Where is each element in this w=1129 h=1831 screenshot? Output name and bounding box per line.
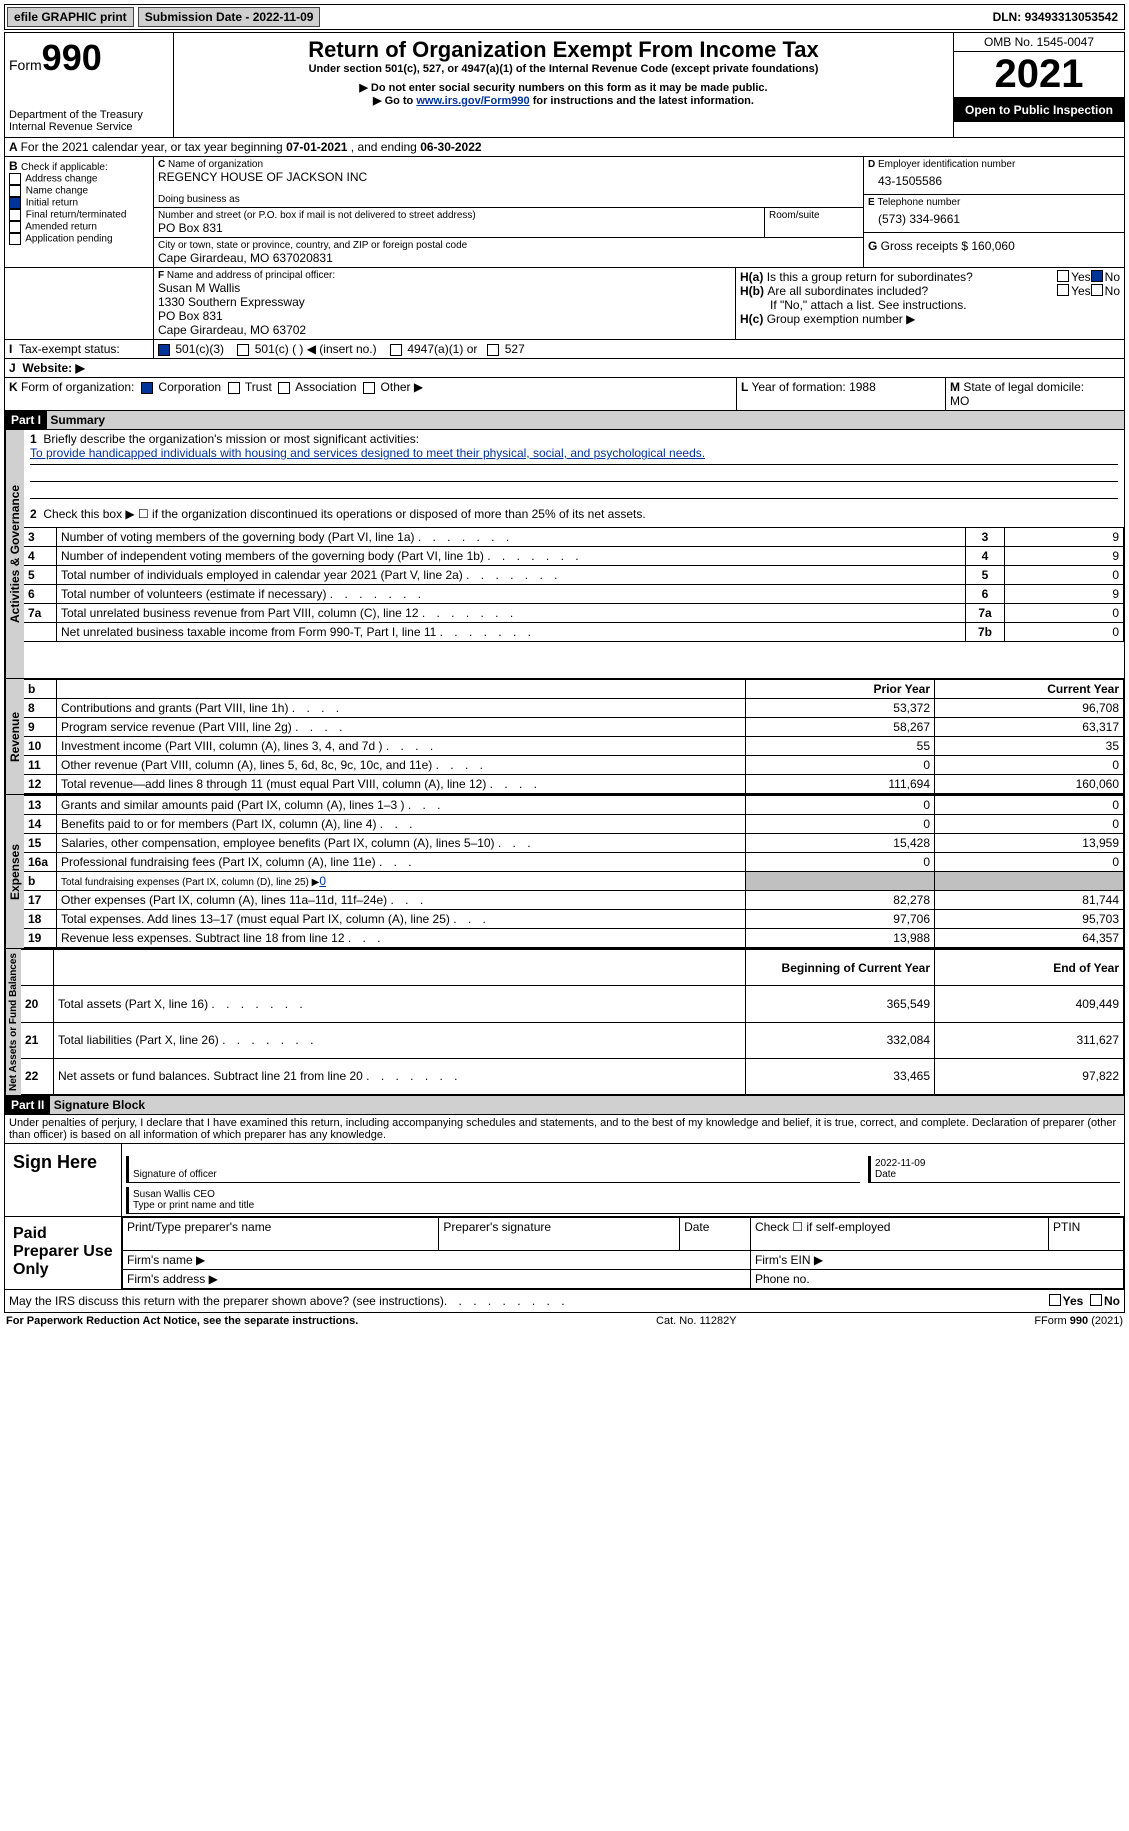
tax-year: 2021 (954, 52, 1124, 98)
org-name: REGENCY HOUSE OF JACKSON INC (158, 170, 859, 184)
gross-receipts: 160,060 (971, 239, 1014, 253)
box-c: C Name of organization REGENCY HOUSE OF … (154, 157, 864, 267)
paid-preparer: Paid Preparer Use Only Print/Type prepar… (4, 1217, 1125, 1290)
line-j: J Website: ▶ (4, 359, 1125, 378)
efile-button[interactable]: efile GRAPHIC print (7, 7, 134, 27)
sig-officer[interactable]: Signature of officer (126, 1156, 860, 1183)
form-sub2: ▶ Do not enter social security numbers o… (178, 81, 949, 94)
expenses-label: Expenses (5, 795, 24, 948)
summary-netassets: Net Assets or Fund Balances Beginning of… (4, 949, 1125, 1096)
netassets-table: Beginning of Current YearEnd of Year20To… (21, 949, 1124, 1095)
sig-name: Susan Wallis CEOType or print name and t… (126, 1187, 1120, 1214)
box-deg: D Employer identification number 43-1505… (864, 157, 1124, 267)
block-fh: F Name and address of principal officer:… (4, 268, 1125, 340)
sig-date: 2022-11-09Date (868, 1156, 1120, 1183)
revenue-table: bPrior YearCurrent Year8Contributions an… (24, 679, 1124, 794)
omb: OMB No. 1545-0047 (954, 33, 1124, 52)
discuss-row: May the IRS discuss this return with the… (4, 1290, 1125, 1313)
subdate-button[interactable]: Submission Date - 2022-11-09 (138, 7, 321, 27)
form-sub1: Under section 501(c), 527, or 4947(a)(1)… (178, 63, 949, 75)
expenses-table: 13Grants and similar amounts paid (Part … (24, 795, 1124, 948)
open-to-public: Open to Public Inspection (954, 98, 1124, 122)
form-number: Form990 (9, 37, 169, 79)
line-a: A For the 2021 calendar year, or tax yea… (4, 138, 1125, 157)
summary-expenses: Expenses 13Grants and similar amounts pa… (4, 795, 1125, 949)
form-sub3: ▶ Go to www.irs.gov/Form990 for instruct… (178, 94, 949, 107)
declaration: Under penalties of perjury, I declare th… (4, 1115, 1125, 1144)
part1-header: Part I Summary (4, 411, 1125, 430)
part2-header: Part II Signature Block (4, 1096, 1125, 1115)
mission-text: To provide handicapped individuals with … (30, 446, 705, 460)
org-address: PO Box 831 (158, 221, 760, 235)
dept-label: Department of the Treasury Internal Reve… (9, 109, 169, 133)
form-title: Return of Organization Exempt From Incom… (178, 37, 949, 63)
line-klm: K Form of organization: Corporation Trus… (4, 378, 1125, 411)
phone: (573) 334-9661 (868, 208, 1120, 230)
top-bar: efile GRAPHIC print Submission Date - 20… (4, 4, 1125, 30)
revenue-label: Revenue (5, 679, 24, 794)
governance-label: Activities & Governance (5, 430, 24, 678)
ein: 43-1505586 (868, 170, 1120, 192)
netassets-label: Net Assets or Fund Balances (5, 949, 21, 1095)
box-b: B Check if applicable: Address change Na… (5, 157, 154, 267)
irs-link[interactable]: www.irs.gov/Form990 (416, 95, 529, 107)
summary-governance: Activities & Governance 1 Briefly descri… (4, 430, 1125, 679)
summary-revenue: Revenue bPrior YearCurrent Year8Contribu… (4, 679, 1125, 795)
org-city: Cape Girardeau, MO 637020831 (158, 251, 859, 265)
sign-here: Sign Here Signature of officer2022-11-09… (4, 1144, 1125, 1217)
line-i: I Tax-exempt status: 501(c)(3) 501(c) ( … (4, 340, 1125, 359)
block-bcdefgh: B Check if applicable: Address change Na… (4, 157, 1125, 268)
dln: DLN: 93493313053542 (993, 10, 1122, 24)
governance-table: 3Number of voting members of the governi… (24, 527, 1124, 642)
footer: For Paperwork Reduction Act Notice, see … (4, 1313, 1125, 1329)
form-header: Form990 Department of the Treasury Inter… (4, 32, 1125, 138)
